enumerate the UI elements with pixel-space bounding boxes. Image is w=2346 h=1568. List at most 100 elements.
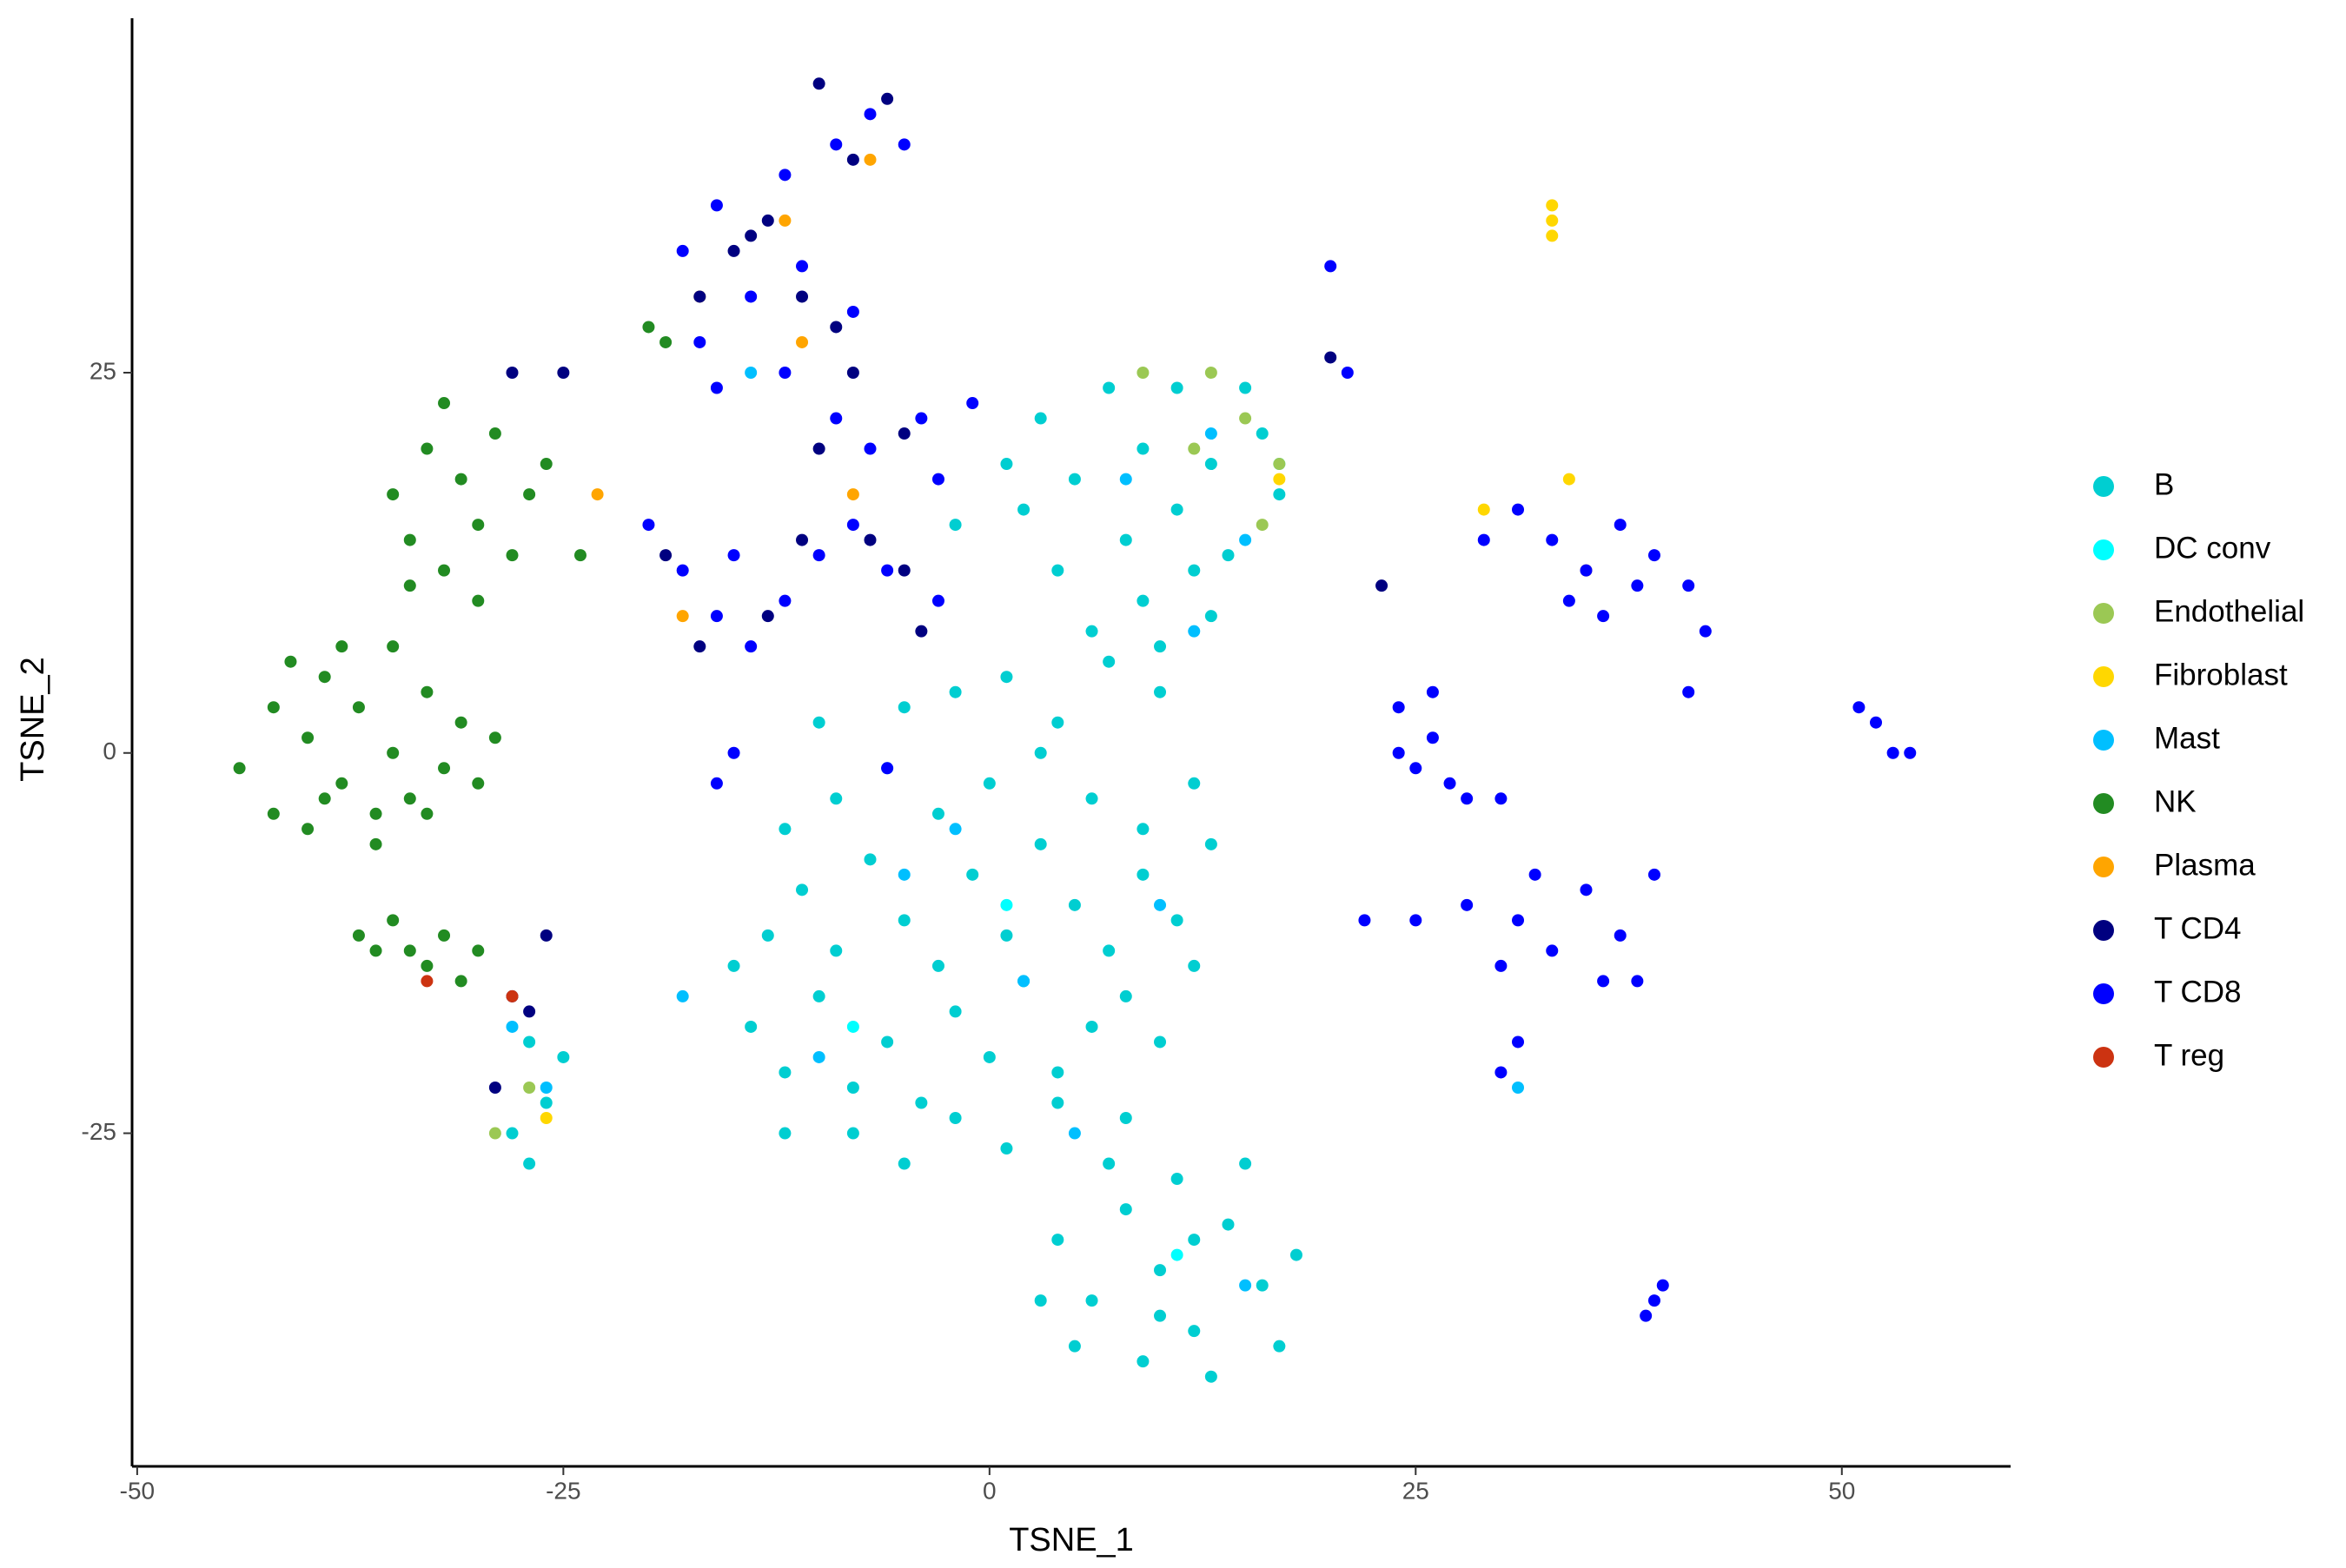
point: [1188, 1325, 1201, 1338]
legend-label: NK: [2154, 784, 2197, 818]
point: [949, 685, 962, 698]
x-tick-label: 25: [1402, 1477, 1429, 1504]
point: [438, 762, 451, 775]
point: [1068, 1127, 1081, 1140]
point: [1409, 762, 1422, 775]
point: [1375, 579, 1388, 592]
point: [523, 1005, 536, 1018]
point: [846, 488, 859, 501]
x-tick-label: 50: [1828, 1477, 1855, 1504]
point: [1494, 1066, 1508, 1079]
point: [1103, 655, 1116, 668]
point: [1392, 746, 1405, 759]
point: [796, 335, 809, 348]
point: [1137, 1355, 1150, 1368]
point: [1239, 412, 1252, 425]
series-points: [506, 381, 1302, 1383]
point: [1239, 533, 1252, 546]
point: [1000, 671, 1013, 684]
point: [1170, 1173, 1183, 1186]
legend-label: Fibroblast: [2154, 658, 2288, 691]
point: [693, 335, 706, 348]
point: [1904, 746, 1917, 759]
point: [931, 473, 944, 486]
point: [983, 777, 996, 790]
point: [915, 412, 928, 425]
point: [472, 594, 485, 607]
point: [830, 792, 843, 805]
point: [1051, 716, 1064, 729]
point: [710, 610, 723, 623]
point: [1273, 458, 1286, 471]
point: [1137, 594, 1150, 607]
point: [1034, 837, 1047, 850]
series-points: [421, 975, 519, 1002]
point: [1443, 777, 1456, 790]
point: [1647, 1294, 1660, 1307]
point: [1512, 1035, 1525, 1049]
point: [1170, 381, 1183, 394]
point: [284, 655, 297, 668]
point: [403, 944, 416, 957]
point: [745, 366, 758, 379]
point: [1870, 716, 1883, 729]
point: [1341, 366, 1354, 379]
point: [1512, 503, 1525, 516]
point: [1188, 959, 1201, 972]
point: [779, 594, 792, 607]
point: [387, 488, 400, 501]
point: [1154, 685, 1167, 698]
point: [779, 823, 792, 836]
legend-label: T CD4: [2154, 911, 2242, 945]
point: [1631, 579, 1644, 592]
point: [1119, 1203, 1132, 1216]
legend-marker: [2093, 793, 2114, 814]
point: [523, 1157, 536, 1170]
legend-label: T CD8: [2154, 975, 2242, 1009]
point: [761, 610, 774, 623]
point: [1034, 746, 1047, 759]
point: [1699, 625, 1712, 638]
y-tick-label: -25: [82, 1118, 116, 1145]
point: [727, 549, 740, 562]
point: [846, 305, 859, 318]
point: [1512, 1081, 1525, 1094]
point: [488, 427, 501, 440]
point: [830, 944, 843, 957]
point: [267, 701, 280, 714]
point: [1289, 1248, 1302, 1261]
point: [335, 640, 348, 653]
point: [1461, 898, 1474, 911]
point: [1682, 579, 1695, 592]
legend-label: T reg: [2154, 1038, 2224, 1072]
point: [1051, 1234, 1064, 1247]
point: [983, 1050, 996, 1063]
point: [881, 564, 894, 577]
point: [1426, 685, 1439, 698]
point: [1647, 868, 1660, 881]
point: [676, 610, 689, 623]
point: [931, 959, 944, 972]
point: [403, 533, 416, 546]
point: [1256, 427, 1269, 440]
point: [506, 989, 519, 1002]
point: [779, 1127, 792, 1140]
point: [1000, 1142, 1013, 1155]
legend-label: DC conv: [2154, 531, 2271, 565]
point: [506, 1127, 519, 1140]
y-tick-label: 0: [103, 738, 116, 764]
point: [727, 244, 740, 257]
point: [710, 777, 723, 790]
point: [523, 488, 536, 501]
legend-label: B: [2154, 467, 2174, 501]
point: [1154, 1264, 1167, 1277]
point: [421, 807, 434, 820]
point: [1631, 975, 1644, 988]
point: [812, 442, 825, 455]
point: [779, 366, 792, 379]
point: [676, 244, 689, 257]
point: [1103, 944, 1116, 957]
point: [1614, 929, 1627, 942]
point: [1170, 1248, 1183, 1261]
point: [387, 640, 400, 653]
